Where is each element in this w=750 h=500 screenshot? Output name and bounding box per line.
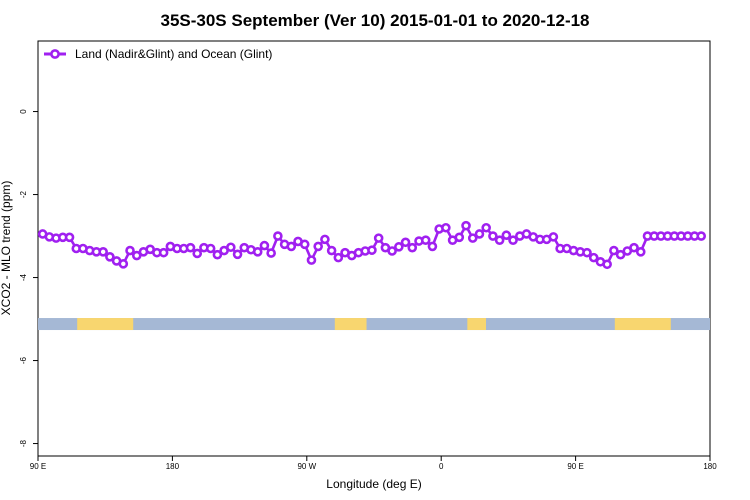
data-point-23 [192,248,203,259]
data-point-42 [320,234,330,245]
data-point-89 [635,247,646,257]
data-point-33 [259,240,270,251]
x-tick-label-3: 0 [439,462,444,471]
data-point-28 [226,242,236,253]
land-segment-1 [334,318,367,331]
data-point-39 [299,239,310,250]
data-point-57 [420,235,431,245]
y-tick-label-4: -8 [19,439,28,447]
x-tick-label-4: 90 E [567,462,583,471]
x-tick-label-5: 180 [703,462,717,471]
ocean-band [38,318,710,331]
data-point-41 [313,241,323,252]
land-segment-0 [77,318,134,331]
x-axis-label: Longitude (deg E) [326,477,421,491]
legend: Land (Nadir&Glint) and Ocean (Glint) [44,47,272,61]
data-point-54 [400,237,411,248]
data-point-98 [696,231,707,241]
data-point-63 [461,220,471,231]
data-point-25 [205,243,216,254]
data-point-9 [98,247,108,257]
data-point-26 [212,249,223,260]
data-point-52 [387,246,397,256]
data-point-62 [454,232,465,243]
data-point-43 [326,245,337,256]
data-point-34 [266,248,276,258]
series-layer [37,220,707,270]
data-point-10 [105,251,115,262]
y-axis: 0 -2 -4 -6 -8 [19,109,38,447]
x-tick-label-1: 180 [166,462,180,471]
x-tick-label-2: 90 W [297,462,316,471]
data-point-82 [588,252,599,263]
y-tick-label-0: 0 [19,109,28,114]
data-point-70 [508,235,518,245]
y-axis-label: XCO2 - MLO trend (ppm) [0,181,13,316]
y-tick-label-2: -4 [19,273,28,281]
data-point-84 [602,259,612,270]
y-tick-label-3: -6 [19,356,28,364]
x-axis: 90 E 180 90 W 0 90 E 180 [30,456,717,471]
data-point-35 [273,231,283,241]
data-point-68 [494,235,505,245]
data-point-14 [131,250,142,261]
data-point-85 [609,245,619,256]
data-point-88 [629,242,639,253]
data-point-81 [582,247,592,258]
data-point-49 [367,245,377,255]
land-segment-3 [614,318,671,331]
data-point-4 [64,232,75,243]
data-point-32 [252,247,263,257]
data-point-50 [373,233,384,243]
data-point-67 [488,231,498,241]
legend-marker [50,49,60,59]
data-point-18 [158,247,169,258]
chart-title: 35S-30S September (Ver 10) 2015-01-01 to… [160,11,589,30]
data-point-65 [474,229,485,239]
land-ocean-strip [38,318,710,331]
legend-label: Land (Nadir&Glint) and Ocean (Glint) [75,47,272,61]
data-point-69 [501,230,512,241]
data-point-29 [232,249,243,260]
data-point-58 [427,241,438,252]
data-point-44 [333,252,344,263]
x-tick-label-0: 90 E [30,462,46,471]
data-point-40 [306,255,317,265]
data-point-66 [481,222,491,233]
data-point-60 [441,222,451,233]
data-point-55 [407,242,418,253]
plot-frame [37,40,711,457]
data-point-86 [615,249,626,260]
data-point-53 [394,242,404,252]
data-point-12 [118,259,129,269]
data-point-22 [185,242,196,253]
data-point-64 [467,233,478,243]
data-point-37 [286,241,297,252]
land-segment-2 [467,318,486,331]
data-point-13 [125,245,135,256]
y-tick-label-1: -2 [19,190,28,198]
data-point-76 [548,232,559,242]
